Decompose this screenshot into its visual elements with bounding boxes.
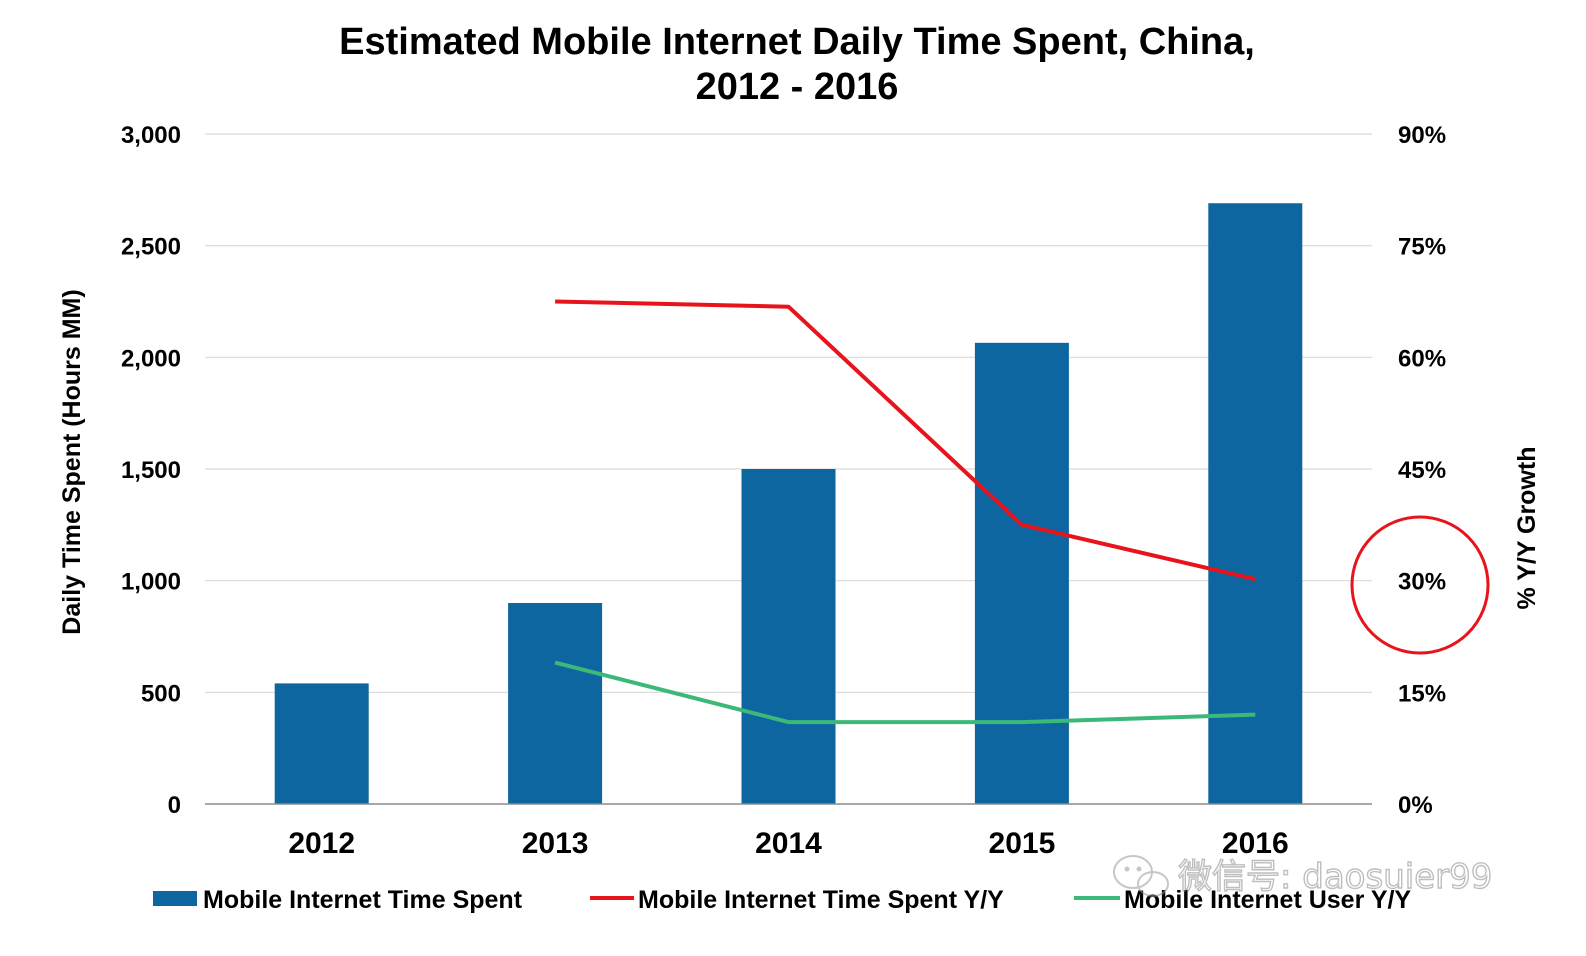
y-tick-label: 2,000 (121, 345, 181, 372)
legend-label-user-yy: Mobile Internet User Y/Y (1124, 886, 1411, 914)
y2-axis-ticks: 0% 15% 30% 45% 60% 75% 90% (1398, 122, 1446, 819)
y2-tick-label: 15% (1398, 680, 1446, 707)
y2-tick-label: 30% (1398, 569, 1446, 596)
legend-label-time-spent-yy: Mobile Internet Time Spent Y/Y (638, 886, 1004, 914)
x-tick-label: 2014 (755, 827, 822, 860)
bar-series (274, 203, 1303, 804)
y-tick-label: 1,500 (121, 457, 181, 484)
bar (508, 603, 603, 804)
x-tick-label: 2013 (522, 827, 589, 860)
wechat-icon (1113, 855, 1169, 897)
y2-tick-label: 45% (1398, 457, 1446, 484)
y2-tick-label: 90% (1398, 122, 1446, 149)
y2-tick-label: 0% (1398, 792, 1433, 819)
annotation-circle (1350, 515, 1490, 655)
legend: Mobile Internet Time Spent Mobile Intern… (153, 886, 1411, 914)
bar (274, 683, 369, 804)
y2-axis-label: % Y/Y Growth (1513, 446, 1541, 609)
y2-tick-label: 60% (1398, 345, 1446, 372)
watermark-text: 微信号: daosuier99 (1178, 857, 1492, 897)
chart-title-line-2: 2012 - 2016 (696, 66, 899, 108)
legend-label-time-spent: Mobile Internet Time Spent (203, 886, 523, 914)
x-tick-label: 2015 (989, 827, 1056, 860)
y-tick-label: 0 (168, 792, 181, 819)
x-axis-ticks: 2012 2013 2014 2015 2016 (288, 827, 1288, 860)
x-tick-label: 2016 (1222, 827, 1289, 860)
bar (741, 469, 836, 804)
bar (974, 342, 1069, 804)
line-user-yy (554, 660, 1256, 725)
x-tick-label: 2012 (288, 827, 355, 860)
y-axis-ticks: 0 500 1,000 1,500 2,000 2,500 3,000 (121, 122, 181, 819)
y-tick-label: 3,000 (121, 122, 181, 149)
y-axis-label: Daily Time Spent (Hours MM) (58, 289, 86, 634)
y2-tick-label: 75% (1398, 234, 1446, 261)
chart-title-line-1: Estimated Mobile Internet Daily Time Spe… (339, 21, 1255, 63)
y-tick-label: 2,500 (121, 234, 181, 261)
line-series (554, 299, 1256, 725)
watermark: 微信号: daosuier99 (1113, 855, 1493, 898)
y-tick-label: 500 (141, 680, 181, 707)
legend-swatch-time-spent (153, 891, 197, 906)
line-time-spent-yy (555, 299, 1256, 582)
bar (1208, 203, 1303, 804)
y-tick-label: 1,000 (121, 569, 181, 596)
